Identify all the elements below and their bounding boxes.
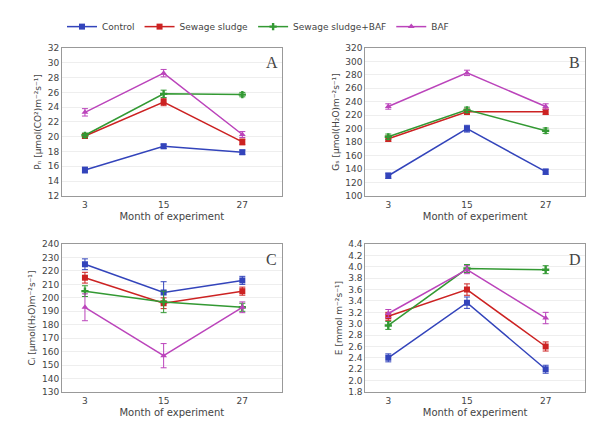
svg-text:2.6: 2.6 bbox=[348, 342, 363, 352]
svg-text:15: 15 bbox=[461, 200, 472, 210]
svg-text:280: 280 bbox=[345, 70, 362, 80]
svg-text:Month of experiment: Month of experiment bbox=[119, 407, 224, 418]
svg-text:3.4: 3.4 bbox=[348, 296, 363, 306]
svg-text:2.0: 2.0 bbox=[348, 376, 363, 386]
svg-text:26: 26 bbox=[48, 88, 60, 98]
svg-text:4.4: 4.4 bbox=[348, 239, 363, 249]
svg-text:200: 200 bbox=[42, 293, 59, 303]
svg-text:240: 240 bbox=[345, 97, 362, 107]
svg-text:3.8: 3.8 bbox=[348, 273, 363, 283]
svg-text:Control: Control bbox=[102, 22, 135, 32]
svg-text:B: B bbox=[569, 54, 580, 71]
svg-text:27: 27 bbox=[540, 396, 551, 406]
svg-text:160: 160 bbox=[42, 347, 59, 357]
svg-text:160: 160 bbox=[345, 151, 362, 161]
svg-text:2.8: 2.8 bbox=[348, 330, 363, 340]
svg-text:3: 3 bbox=[385, 396, 391, 406]
svg-text:Month of experiment: Month of experiment bbox=[423, 407, 528, 418]
svg-text:150: 150 bbox=[42, 360, 59, 370]
svg-text:15: 15 bbox=[158, 396, 169, 406]
svg-text:Month of experiment: Month of experiment bbox=[423, 211, 528, 222]
svg-text:15: 15 bbox=[158, 200, 169, 210]
svg-text:27: 27 bbox=[237, 200, 248, 210]
svg-text:Sewage sludge: Sewage sludge bbox=[180, 22, 249, 32]
svg-text:130: 130 bbox=[42, 387, 59, 397]
svg-text:240: 240 bbox=[42, 239, 59, 249]
svg-text:A: A bbox=[266, 54, 278, 71]
svg-text:4.0: 4.0 bbox=[348, 262, 363, 272]
svg-text:1.8: 1.8 bbox=[348, 387, 363, 397]
svg-text:220: 220 bbox=[345, 110, 362, 120]
svg-text:22: 22 bbox=[48, 117, 59, 127]
svg-text:100: 100 bbox=[345, 191, 362, 201]
svg-text:3: 3 bbox=[82, 396, 88, 406]
svg-text:140: 140 bbox=[42, 374, 59, 384]
svg-text:Pₙ [μmol(CO²)m⁻²s⁻¹]: Pₙ [μmol(CO²)m⁻²s⁻¹] bbox=[33, 74, 43, 170]
svg-text:210: 210 bbox=[42, 280, 59, 290]
svg-text:12: 12 bbox=[48, 191, 59, 201]
svg-text:2.2: 2.2 bbox=[348, 364, 362, 374]
svg-text:3.2: 3.2 bbox=[348, 308, 362, 318]
svg-text:180: 180 bbox=[345, 137, 362, 147]
svg-text:Gₛ [μmol(H₂O)m⁻²s⁻¹]: Gₛ [μmol(H₂O)m⁻²s⁻¹] bbox=[331, 73, 341, 170]
svg-text:14: 14 bbox=[48, 176, 60, 186]
svg-text:3: 3 bbox=[82, 200, 88, 210]
svg-text:Cᵢ [μmol(H₂O)m⁻²s⁻¹]: Cᵢ [μmol(H₂O)m⁻²s⁻¹] bbox=[27, 271, 37, 366]
svg-text:18: 18 bbox=[48, 147, 60, 157]
svg-text:Sewage sludge+BAF: Sewage sludge+BAF bbox=[293, 22, 386, 32]
svg-text:E [mmol m⁻²s⁻¹]: E [mmol m⁻²s⁻¹] bbox=[334, 281, 344, 355]
svg-text:200: 200 bbox=[345, 124, 362, 134]
svg-text:4.2: 4.2 bbox=[348, 251, 362, 261]
svg-text:3.6: 3.6 bbox=[348, 285, 363, 295]
svg-text:220: 220 bbox=[42, 266, 59, 276]
svg-text:30: 30 bbox=[48, 58, 60, 68]
svg-text:120: 120 bbox=[345, 178, 362, 188]
svg-text:320: 320 bbox=[345, 43, 362, 53]
svg-text:D: D bbox=[569, 251, 581, 268]
svg-text:140: 140 bbox=[345, 164, 362, 174]
svg-text:3.0: 3.0 bbox=[348, 319, 363, 329]
svg-text:Month of experiment: Month of experiment bbox=[119, 211, 224, 222]
svg-text:3: 3 bbox=[385, 200, 391, 210]
svg-text:180: 180 bbox=[42, 320, 59, 330]
svg-text:16: 16 bbox=[48, 161, 60, 171]
svg-text:BAF: BAF bbox=[431, 22, 449, 32]
svg-text:20: 20 bbox=[48, 132, 60, 142]
svg-text:15: 15 bbox=[461, 396, 472, 406]
svg-text:27: 27 bbox=[237, 396, 248, 406]
svg-text:230: 230 bbox=[42, 253, 59, 263]
svg-text:300: 300 bbox=[345, 57, 362, 67]
svg-text:27: 27 bbox=[540, 200, 551, 210]
svg-text:24: 24 bbox=[48, 102, 60, 112]
svg-text:2.4: 2.4 bbox=[348, 353, 363, 363]
svg-text:C: C bbox=[266, 251, 277, 268]
svg-text:190: 190 bbox=[42, 306, 59, 316]
svg-text:170: 170 bbox=[42, 333, 59, 343]
svg-text:28: 28 bbox=[48, 73, 60, 83]
svg-text:260: 260 bbox=[345, 83, 362, 93]
svg-text:32: 32 bbox=[48, 43, 59, 53]
